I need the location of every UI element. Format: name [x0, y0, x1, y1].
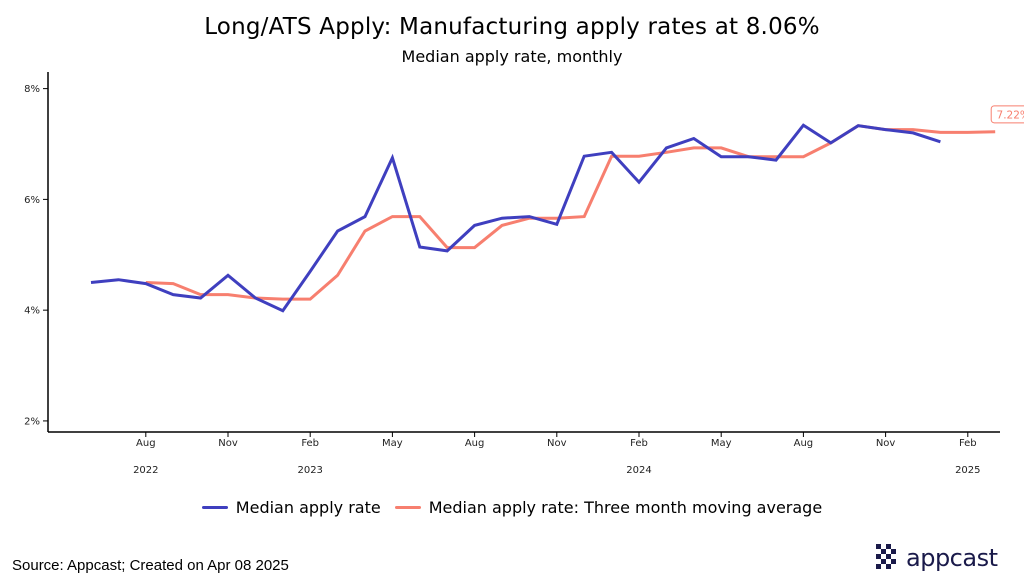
series-line-median: [90, 123, 941, 313]
x-year-label: 2024: [626, 465, 651, 476]
x-tick-label: Feb: [630, 438, 648, 449]
x-tick-label: May: [382, 438, 403, 449]
appcast-logo-icon: [876, 544, 896, 569]
legend-item-moving-average: Median apply rate: Three month moving av…: [394, 498, 823, 517]
source-note: Source: Appcast; Created on Apr 08 2025: [12, 557, 289, 574]
chart-legend: Median apply rate Median apply rate: Thr…: [0, 498, 1024, 517]
x-tick-label: Aug: [136, 438, 156, 449]
y-tick-label: 6%: [24, 195, 40, 206]
legend-label-median: Median apply rate: [235, 498, 381, 517]
x-tick-label: Nov: [547, 438, 567, 449]
legend-swatch-median: [201, 506, 228, 509]
annotation-box: [990, 105, 1024, 124]
appcast-logo-text: appcast: [906, 544, 998, 572]
x-tick-label: Feb: [301, 438, 319, 449]
x-tick-label: Aug: [465, 438, 485, 449]
x-year-label: 2025: [955, 465, 980, 476]
chart-title: Long/ATS Apply: Manufacturing apply rate…: [204, 14, 820, 40]
legend-label-moving-average: Median apply rate: Three month moving av…: [428, 498, 823, 517]
annotation-label: 7.22%: [997, 109, 1024, 121]
legend-item-median: Median apply rate: [201, 498, 381, 517]
x-tick-label: May: [711, 438, 732, 449]
legend-swatch-moving-average: [394, 506, 421, 509]
x-tick-label: Aug: [794, 438, 814, 449]
x-tick-label: Nov: [876, 438, 896, 449]
appcast-logo: appcast: [876, 544, 998, 572]
x-year-label: 2023: [297, 465, 322, 476]
series-line-moving-average: [145, 124, 996, 301]
chart-subtitle: Median apply rate, monthly: [401, 47, 623, 66]
x-tick-label: Nov: [218, 438, 238, 449]
y-tick-label: 8%: [24, 84, 40, 95]
x-year-label: 2022: [133, 465, 158, 476]
y-tick-label: 4%: [24, 306, 40, 317]
y-tick-label: 2%: [24, 416, 40, 427]
x-tick-label: Feb: [959, 438, 977, 449]
